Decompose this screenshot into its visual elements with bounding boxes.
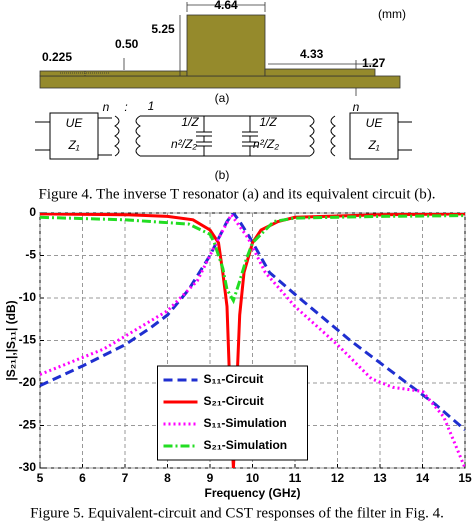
circuit-label: Z₁ (367, 138, 379, 152)
series-line (40, 213, 465, 431)
y-tick-label: -10 (19, 290, 37, 304)
dimension-label: 5.25 (151, 22, 175, 36)
dimension-label: 0.50 (115, 37, 139, 51)
dimension-label: 1.27 (362, 56, 386, 70)
legend-label: S₂₁-Circuit (204, 394, 264, 408)
y-tick-label: -5 (25, 248, 36, 262)
circuit-drawing (35, 112, 412, 160)
dimension-label: 4.33 (300, 47, 324, 61)
legend-box (157, 365, 308, 461)
series-line (40, 213, 465, 468)
x-tick-label: 5 (37, 471, 44, 485)
x-tick-label: 10 (246, 471, 260, 485)
y-tick-label: -30 (19, 460, 37, 474)
y-tick-label: 0 (29, 205, 36, 219)
x-tick-label: 9 (207, 471, 214, 485)
circuit-label: 1/Z (181, 115, 199, 129)
y-tick-label: -20 (19, 375, 37, 389)
x-tick-label: 14 (416, 471, 430, 485)
series-line (40, 214, 465, 305)
panel-label: (a) (215, 91, 230, 105)
x-tick-label: 15 (458, 471, 472, 485)
x-axis-label: Frequency (GHz) (204, 486, 300, 500)
circuit-label: UE (366, 116, 384, 130)
caption: Figure 4. The inverse T resonator (a) an… (39, 186, 436, 202)
x-tick-label: 11 (289, 471, 302, 485)
caption: Figure 5. Equivalent-circuit and CST res… (30, 505, 444, 521)
x-tick-label: 8 (164, 471, 171, 485)
circuit-label: 1 (148, 99, 155, 113)
x-tick-label: 6 (79, 471, 86, 485)
x-tick-label: 12 (331, 471, 345, 485)
resonator-drawing (39, 2, 401, 96)
circuit-label: 1/Z (259, 115, 277, 129)
legend-label: S₁₁-Circuit (204, 372, 264, 386)
circuit-label: UE (66, 116, 84, 130)
legend-label: S₂₁-Simulation (204, 438, 288, 452)
circuit-label: n²/Z₂ (171, 137, 197, 151)
plot-lines (40, 213, 465, 468)
x-tick-label: 7 (122, 471, 129, 485)
panel-label: (b) (215, 168, 230, 182)
y-tick-label: -25 (19, 418, 37, 432)
dimension-label: 0.225 (42, 50, 72, 64)
legend-label: S₁₁-Simulation (204, 416, 287, 430)
dimension-label: (mm) (378, 7, 406, 21)
circuit-label: Z₁ (67, 138, 79, 152)
circuit-label: n²/Z₂ (253, 137, 279, 151)
x-tick-label: 13 (373, 471, 387, 485)
y-axis-label: |S₂₁|,|S₁₁| (dB) (4, 300, 18, 380)
circuit-label: : (124, 100, 127, 114)
dimension-label: 4.64 (214, 0, 238, 12)
y-tick-label: -15 (19, 333, 37, 347)
circuit-label: n (353, 100, 360, 114)
circuit-label: n (103, 100, 110, 114)
